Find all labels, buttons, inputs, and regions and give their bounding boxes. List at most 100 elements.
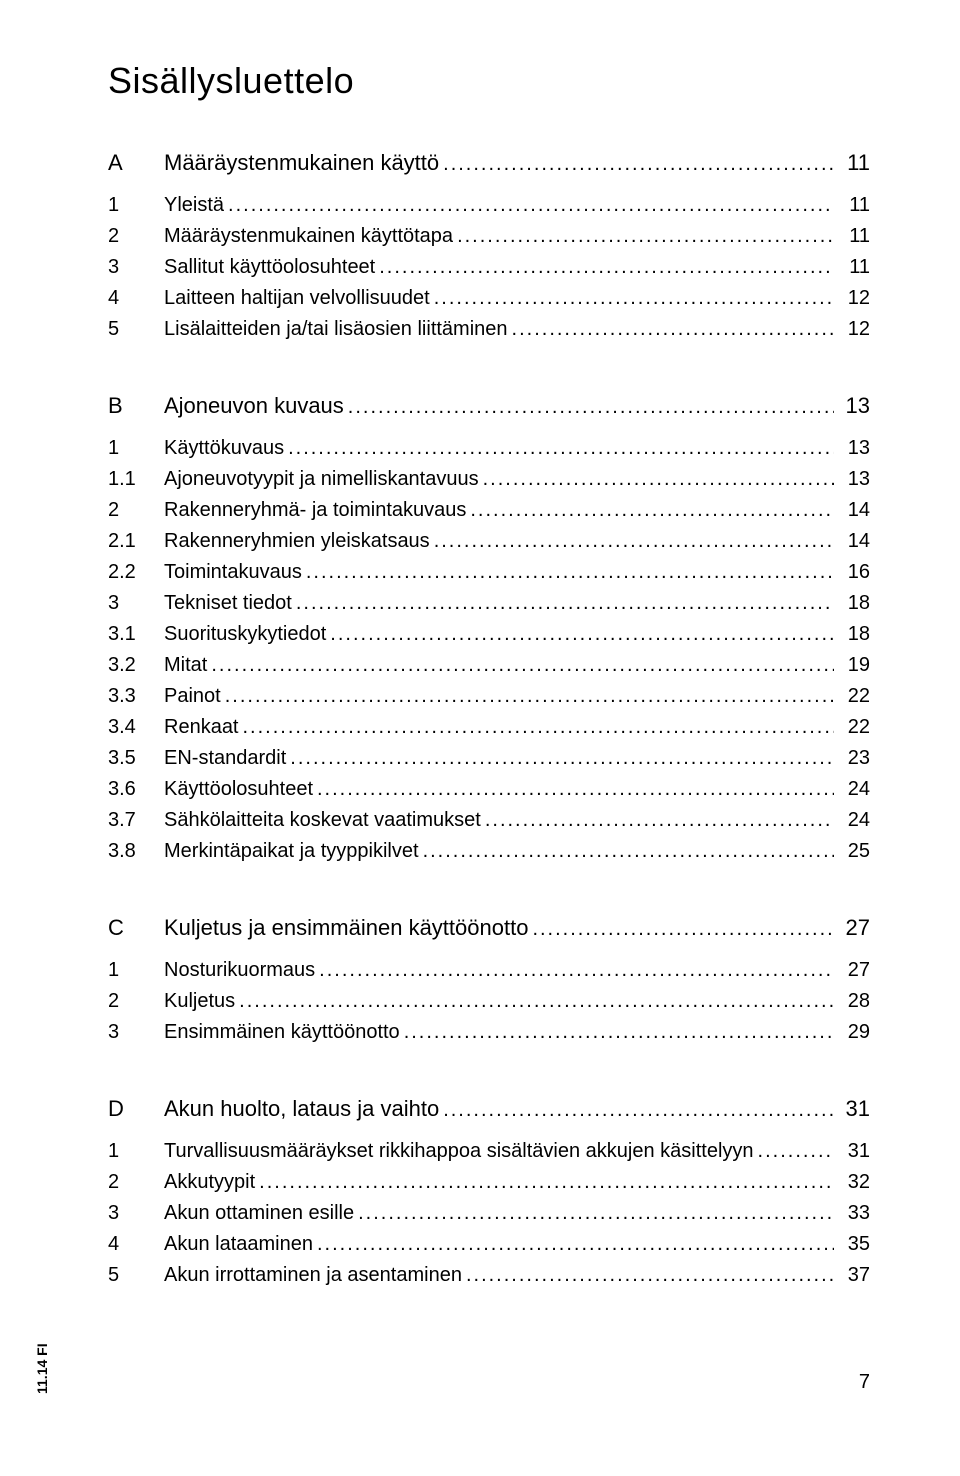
toc-leader bbox=[211, 650, 834, 681]
toc-entry-title: Akun lataaminen bbox=[164, 1229, 313, 1260]
toc-entry-page: 13 bbox=[838, 433, 870, 464]
toc-entry-page: 33 bbox=[838, 1198, 870, 1229]
toc-leader bbox=[512, 314, 834, 345]
toc-entry-page: 29 bbox=[838, 1017, 870, 1048]
toc-entry: 3Ensimmäinen käyttöönotto29 bbox=[108, 1017, 870, 1048]
footer-page-number: 7 bbox=[859, 1371, 870, 1394]
toc-section-page: 11 bbox=[838, 150, 870, 176]
toc-leader bbox=[358, 1198, 834, 1229]
toc-entry-number: 3.2 bbox=[108, 650, 164, 681]
toc-leader bbox=[330, 619, 834, 650]
toc-entry-title: Merkintäpaikat ja tyyppikilvet bbox=[164, 836, 419, 867]
toc-entry-number: 3.3 bbox=[108, 681, 164, 712]
toc-section-letter: B bbox=[108, 393, 164, 419]
toc-entry: 3Akun ottaminen esille33 bbox=[108, 1198, 870, 1229]
toc-entry: 3.3Painot22 bbox=[108, 681, 870, 712]
toc-leader bbox=[404, 1017, 834, 1048]
toc-entry-number: 2.2 bbox=[108, 557, 164, 588]
toc-entry-title: Käyttöolosuhteet bbox=[164, 774, 313, 805]
toc-entry-page: 18 bbox=[838, 619, 870, 650]
toc-entry-number: 5 bbox=[108, 1260, 164, 1291]
toc-leader bbox=[290, 743, 834, 774]
toc-leader bbox=[470, 495, 834, 526]
toc-entry-page: 31 bbox=[838, 1136, 870, 1167]
toc-entry: 3.4Renkaat22 bbox=[108, 712, 870, 743]
toc-entry-number: 3 bbox=[108, 1017, 164, 1048]
toc-leader bbox=[228, 190, 834, 221]
toc-leader bbox=[348, 396, 834, 419]
toc-leader bbox=[485, 805, 834, 836]
table-of-contents: AMääräystenmukainen käyttö111Yleistä112M… bbox=[108, 150, 870, 1291]
toc-entry-title: Toimintakuvaus bbox=[164, 557, 302, 588]
toc-entry-page: 12 bbox=[838, 314, 870, 345]
toc-entry-page: 25 bbox=[838, 836, 870, 867]
toc-entry-title: Tekniset tiedot bbox=[164, 588, 292, 619]
toc-entry-number: 3 bbox=[108, 588, 164, 619]
toc-leader bbox=[483, 464, 834, 495]
toc-leader bbox=[423, 836, 834, 867]
toc-entry: 2Määräystenmukainen käyttötapa11 bbox=[108, 221, 870, 252]
toc-entry-number: 1 bbox=[108, 1136, 164, 1167]
toc-entry-page: 11 bbox=[838, 190, 870, 221]
toc-entry-page: 13 bbox=[838, 464, 870, 495]
toc-entry: 5Lisälaitteiden ja/tai lisäosien liittäm… bbox=[108, 314, 870, 345]
toc-entry-title: Yleistä bbox=[164, 190, 224, 221]
toc-entry-page: 14 bbox=[838, 495, 870, 526]
toc-section-page: 31 bbox=[838, 1096, 870, 1122]
toc-entry-number: 1.1 bbox=[108, 464, 164, 495]
toc-leader bbox=[243, 712, 835, 743]
toc-entry-number: 3.1 bbox=[108, 619, 164, 650]
toc-entry: 3.7Sähkölaitteita koskevat vaatimukset24 bbox=[108, 805, 870, 836]
footer-left-text: 11.14 FI bbox=[34, 1343, 50, 1394]
toc-section-title: Ajoneuvon kuvaus bbox=[164, 393, 344, 419]
toc-entry-page: 24 bbox=[838, 774, 870, 805]
toc-entry-title: Akkutyypit bbox=[164, 1167, 255, 1198]
toc-entry-number: 3.4 bbox=[108, 712, 164, 743]
toc-entry-page: 11 bbox=[838, 221, 870, 252]
toc-section-letter: C bbox=[108, 915, 164, 941]
toc-leader bbox=[443, 1099, 834, 1122]
toc-entry: 3.8Merkintäpaikat ja tyyppikilvet25 bbox=[108, 836, 870, 867]
toc-entry-title: Rakenneryhmien yleiskatsaus bbox=[164, 526, 430, 557]
toc-entry-number: 1 bbox=[108, 955, 164, 986]
toc-entry: 3.2Mitat19 bbox=[108, 650, 870, 681]
toc-entry-page: 12 bbox=[838, 283, 870, 314]
toc-entry: 4Akun lataaminen35 bbox=[108, 1229, 870, 1260]
toc-section-header: CKuljetus ja ensimmäinen käyttöönotto27 bbox=[108, 915, 870, 941]
toc-leader bbox=[532, 918, 834, 941]
toc-section-title: Akun huolto, lataus ja vaihto bbox=[164, 1096, 439, 1122]
toc-entry-title: Lisälaitteiden ja/tai lisäosien liittämi… bbox=[164, 314, 508, 345]
toc-entry-title: Painot bbox=[164, 681, 221, 712]
toc-entry-title: Akun ottaminen esille bbox=[164, 1198, 354, 1229]
toc-entry: 1Turvallisuusmääräykset rikkihappoa sisä… bbox=[108, 1136, 870, 1167]
toc-entry: 3Tekniset tiedot18 bbox=[108, 588, 870, 619]
toc-entry-page: 27 bbox=[838, 955, 870, 986]
toc-leader bbox=[296, 588, 834, 619]
toc-entry-number: 1 bbox=[108, 190, 164, 221]
toc-entry: 2.1Rakenneryhmien yleiskatsaus14 bbox=[108, 526, 870, 557]
toc-entry-number: 3 bbox=[108, 252, 164, 283]
toc-entry-title: Mitat bbox=[164, 650, 207, 681]
toc-entry-number: 2 bbox=[108, 1167, 164, 1198]
toc-entry-number: 3.5 bbox=[108, 743, 164, 774]
toc-entry-page: 35 bbox=[838, 1229, 870, 1260]
toc-leader bbox=[259, 1167, 834, 1198]
toc-entry: 2Rakenneryhmä- ja toimintakuvaus 14 bbox=[108, 495, 870, 526]
toc-leader bbox=[466, 1260, 834, 1291]
toc-entry-title: Rakenneryhmä- ja toimintakuvaus bbox=[164, 495, 466, 526]
toc-section: CKuljetus ja ensimmäinen käyttöönotto27 1… bbox=[108, 915, 870, 1048]
toc-entry-page: 11 bbox=[838, 252, 870, 283]
toc-leader bbox=[434, 283, 834, 314]
toc-section-title: Määräystenmukainen käyttö bbox=[164, 150, 439, 176]
toc-entry-number: 3.6 bbox=[108, 774, 164, 805]
toc-entry-number: 2.1 bbox=[108, 526, 164, 557]
toc-entry-number: 5 bbox=[108, 314, 164, 345]
toc-leader bbox=[434, 526, 834, 557]
toc-entry-number: 3.7 bbox=[108, 805, 164, 836]
toc-leader bbox=[317, 774, 834, 805]
toc-entry-number: 2 bbox=[108, 986, 164, 1017]
toc-section-header: BAjoneuvon kuvaus13 bbox=[108, 393, 870, 419]
toc-section-header: AMääräystenmukainen käyttö11 bbox=[108, 150, 870, 176]
toc-entry-number: 2 bbox=[108, 495, 164, 526]
toc-entry: 3.1Suorituskykytiedot18 bbox=[108, 619, 870, 650]
